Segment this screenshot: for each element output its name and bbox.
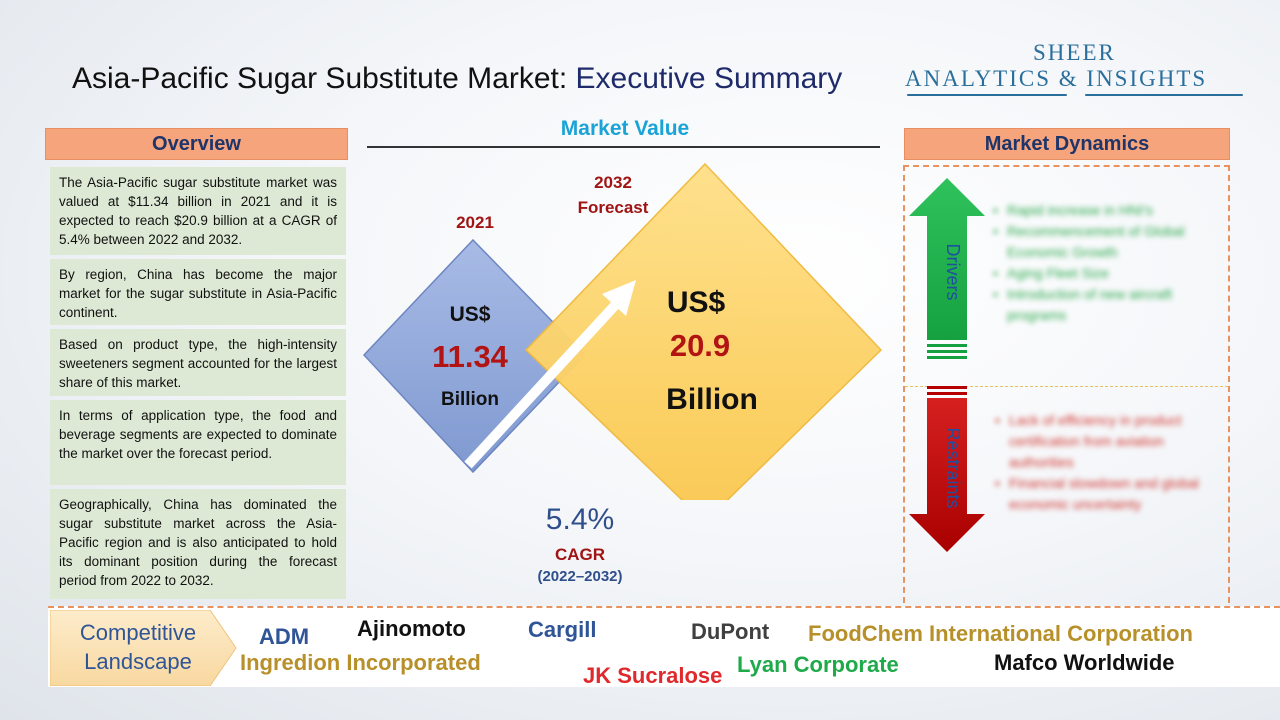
company-lyan-corporate: Lyan Corporate (737, 652, 899, 677)
drivers-arrow-stripe-3 (927, 356, 967, 359)
overview-paragraph-1: The Asia-Pacific sugar substitute market… (50, 167, 346, 255)
drivers-list: Rapid increase in HNI's Recommencement o… (993, 200, 1213, 326)
growth-arrow-shaft (464, 298, 622, 469)
value-2021-amount: 11.34 (432, 339, 509, 374)
year-2021-label: 2021 (456, 213, 494, 232)
value-2032-currency: US$ (667, 286, 726, 319)
drivers-arrow-up-icon (909, 178, 985, 340)
year-2032-label: 2032 Forecast (572, 170, 654, 220)
drivers-label: Drivers (943, 244, 963, 301)
driver-item: Recommencement of Global Economic Growth (993, 221, 1213, 263)
overview-paragraph-3: Based on product type, the high-intensit… (50, 329, 346, 396)
company-ingredion: Ingredion Incorporated (240, 650, 481, 675)
logo-swoosh-left (907, 94, 1067, 96)
logo-swoosh-right (1085, 94, 1243, 96)
logo-line-1: SHEER (1033, 40, 1116, 65)
overview-heading: Overview (45, 128, 348, 160)
dynamics-arrows: Drivers Restraints (909, 178, 985, 552)
restraints-arrow-down-icon (909, 398, 985, 552)
year-2032: 2032 (594, 173, 632, 192)
company-logo: SHEER ANALYTICS & INSIGHTS (905, 40, 1245, 110)
cagr-period: (2022–2032) (537, 568, 623, 585)
overview-paragraph-5: Geographically, China has dominated the … (50, 489, 346, 599)
company-mafco-worldwide: Mafco Worldwide (994, 650, 1175, 675)
cagr-value: 5.4% (545, 503, 615, 536)
cagr-label: CAGR (554, 545, 606, 564)
overview-paragraph-4: In terms of application type, the food a… (50, 400, 346, 485)
restraints-label: Restraints (943, 427, 963, 508)
competitive-landscape-label: Competitive Landscape (50, 610, 237, 686)
company-foodchem: FoodChem International Corporation (808, 621, 1193, 646)
restraints-list: Lack of efficiency in product certificat… (995, 410, 1210, 515)
market-value-graphic: US$ 11.34 Billion US$ 20.9 Billion (362, 162, 883, 500)
competitive-landscape-band (48, 606, 1280, 687)
driver-item: Introduction of new aircraft programs (993, 284, 1213, 326)
market-value-heading: Market Value (560, 117, 690, 140)
restraint-item: Financial slowdown and global economic u… (995, 473, 1210, 515)
drivers-arrow-stripe-2 (927, 350, 967, 353)
competitive-label-line-2: Landscape (84, 649, 192, 674)
growth-arrow-head (602, 280, 636, 316)
forecast-label: Forecast (577, 198, 649, 217)
competitive-chevron-shape (50, 610, 237, 686)
logo-line-2: ANALYTICS & INSIGHTS (905, 66, 1208, 91)
value-2032-amount: 20.9 (670, 328, 730, 363)
restraint-item: Lack of efficiency in product certificat… (995, 410, 1210, 473)
company-dupont: DuPont (691, 619, 770, 644)
restraints-arrow-stripe-2 (927, 392, 967, 395)
restraints-arrow-stripe-1 (927, 386, 967, 389)
company-jk-sucralose: JK Sucralose (583, 663, 723, 688)
diamond-2032 (524, 162, 883, 500)
dynamics-divider (905, 386, 1228, 387)
market-value-divider (367, 146, 880, 148)
title-main: Asia-Pacific Sugar Substitute Market: (72, 62, 576, 95)
title-highlight: Executive Summary (575, 62, 843, 95)
value-2032-unit: Billion (666, 383, 758, 416)
company-ajinomoto: Ajinomoto (357, 616, 466, 641)
competitive-label-line-1: Competitive (80, 620, 196, 645)
diamond-2021 (362, 238, 587, 474)
page-title: Asia-Pacific Sugar Substitute Market: Ex… (72, 62, 842, 96)
value-2021-currency: US$ (450, 303, 491, 326)
driver-item: Aging Fleet Size (993, 263, 1213, 284)
company-adm: ADM (259, 624, 310, 649)
market-dynamics-heading: Market Dynamics (904, 128, 1230, 160)
overview-paragraph-2: By region, China has become the major ma… (50, 259, 346, 325)
company-cargill: Cargill (528, 617, 597, 642)
value-2021-unit: Billion (441, 389, 499, 410)
driver-item: Rapid increase in HNI's (993, 200, 1213, 221)
drivers-arrow-stripe-1 (927, 344, 967, 347)
